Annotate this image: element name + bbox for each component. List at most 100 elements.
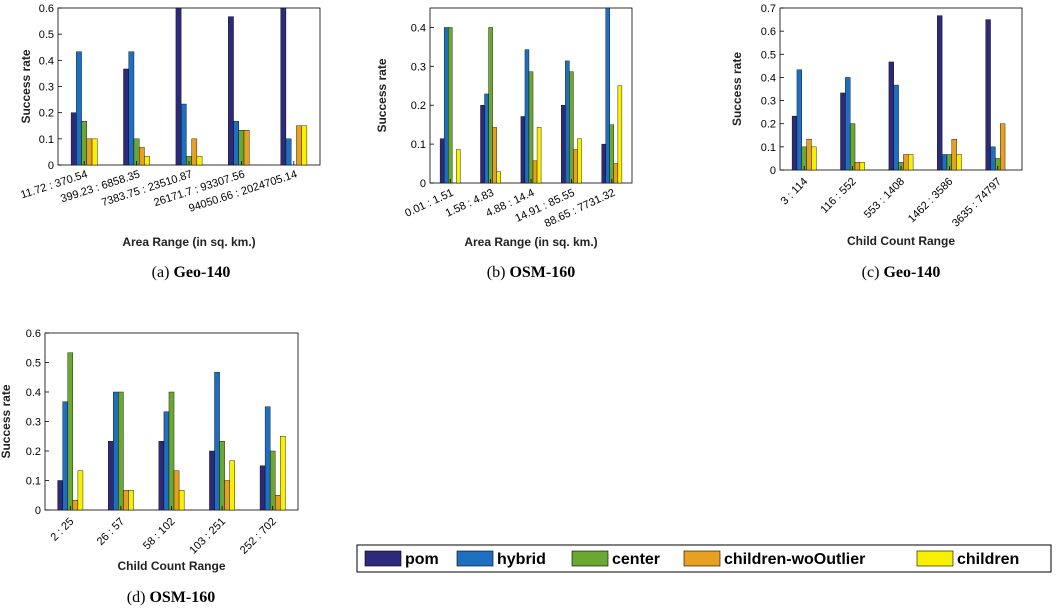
y-tick-label: 0.1 [411,139,426,151]
bar-pom-2 [480,105,485,184]
caption-name: OSM-160 [509,264,575,281]
bar-center-3 [528,71,534,184]
bar-pom-5 [280,7,287,166]
y-tick-label: 0.5 [761,49,776,61]
bar-center-1 [447,27,453,184]
bar-hybrid-4 [565,60,570,184]
y-tick-label: 0.3 [761,96,776,108]
caption-name: Geo-140 [173,264,230,281]
bar-children-wooutlier-3 [903,154,909,171]
caption-prefix: (a) [152,264,174,281]
bar-children-wooutlier-1 [806,139,812,171]
bar-children-4 [229,460,235,511]
bar-center-4 [238,129,245,166]
bar-children-3 [178,490,185,511]
chart-panel-1: 00.10.20.30.40.50.611.72 : 370.54399.23 … [19,3,321,281]
bar-hybrid-2 [113,391,119,511]
bar-pom-5 [601,143,606,184]
bar-children-wooutlier-3 [191,138,198,166]
x-tick-label: 103 : 251 [187,516,228,557]
subfigure-caption: (d) OSM-160 [127,589,215,606]
y-tick-label: 0.2 [411,100,426,112]
bar-hybrid-3 [163,411,170,511]
bar-children-2 [859,162,865,171]
bar-hybrid-5 [990,146,996,171]
bar-pom-4 [937,15,943,171]
y-tick-label: 0.4 [26,387,41,399]
bar-hybrid-3 [180,103,187,166]
bar-children-3 [908,154,914,171]
legend-label-children-wooutlier: children-woOutlier [724,551,865,568]
bar-hybrid-5 [264,406,271,511]
bar-pom-1 [57,480,63,511]
y-axis-label: Success rate [375,58,389,132]
bar-pom-4 [209,450,215,511]
subfigure-caption: (c) Geo-140 [862,264,941,281]
bar-children-1 [77,470,84,511]
y-tick-label: 0.5 [26,358,41,370]
bar-center-5 [609,124,615,184]
bar-hybrid-2 [128,51,135,166]
y-tick-label: 0.1 [39,134,54,146]
bar-pom-3 [520,116,526,184]
bar-children-wooutlier-5 [275,495,281,511]
y-tick-label: 0 [770,165,776,177]
y-tick-label: 0 [48,160,54,172]
bar-center-1 [67,352,74,511]
x-axis-label: Area Range (in sq. km.) [122,235,255,249]
x-tick-label: 1462 : 3586 [906,176,956,226]
bar-children-2 [496,171,501,184]
legend-swatch-hybrid [456,550,494,567]
x-tick-label: 252 : 702 [238,516,279,557]
plot-area [57,7,321,166]
bar-center-4 [219,441,225,511]
y-axis-label: Success rate [0,384,13,458]
bar-children-2 [144,156,150,166]
plot-area [779,7,1023,171]
bar-pom-3 [175,7,182,166]
y-tick-label: 0.2 [761,119,776,131]
caption-prefix: (d) [127,589,150,606]
bar-children-1 [811,146,817,171]
bar-hybrid-4 [941,154,948,171]
y-tick-label: 0.1 [761,142,776,154]
y-tick-label: 0.4 [761,72,776,84]
y-tick-label: 0.3 [411,61,426,73]
y-tick-label: 0.5 [39,29,54,41]
y-tick-label: 0 [35,505,41,517]
y-tick-label: 0.6 [26,328,41,340]
bar-hybrid-4 [214,372,220,511]
x-tick-label: 3635 : 74797 [950,176,1004,230]
legend-swatch-center [571,550,609,567]
bar-children-wooutlier-5 [296,125,302,166]
chart-panel-3: 0 0.1 0.2 0.3 0.4 0.5 0.6 0.7 3 : 114 116 : 552 55… [730,3,1023,281]
bar-center-2 [849,123,856,171]
bar-children-wooutlier-4 [573,149,578,184]
legend-swatch-pom [364,550,402,567]
bar-pom-3 [158,441,165,511]
x-axis-label: Area Range (in sq. km.) [464,235,597,249]
bar-hybrid-4 [233,121,239,166]
x-tick-label: 26 : 57 [95,516,127,548]
bar-children-wooutlier-4 [243,129,250,166]
bar-children-1 [91,138,98,166]
bar-children-wooutlier-5 [613,163,619,184]
bar-pom-4 [561,105,566,184]
y-tick-label: 0.3 [39,82,54,94]
legend-label-hybrid: hybrid [497,551,546,568]
x-tick-label: 553 : 1408 [862,176,907,221]
legend-swatch-children-wooutlier [683,550,721,567]
bar-pom-5 [259,465,266,511]
bar-children-wooutlier-2 [139,147,145,166]
bar-children-5 [617,85,623,184]
bar-children-5 [280,436,286,511]
bar-pom-5 [985,19,991,171]
bar-center-1 [81,121,88,166]
bar-pom-2 [108,441,114,511]
x-tick-label: 3 : 114 [779,176,811,208]
caption-name: OSM-160 [149,589,215,606]
y-axis-label: Success rate [19,49,33,123]
subfigure-caption: (a) Geo-140 [152,264,231,281]
y-tick-label: 0.1 [26,476,41,488]
bar-hybrid-1 [62,401,68,511]
